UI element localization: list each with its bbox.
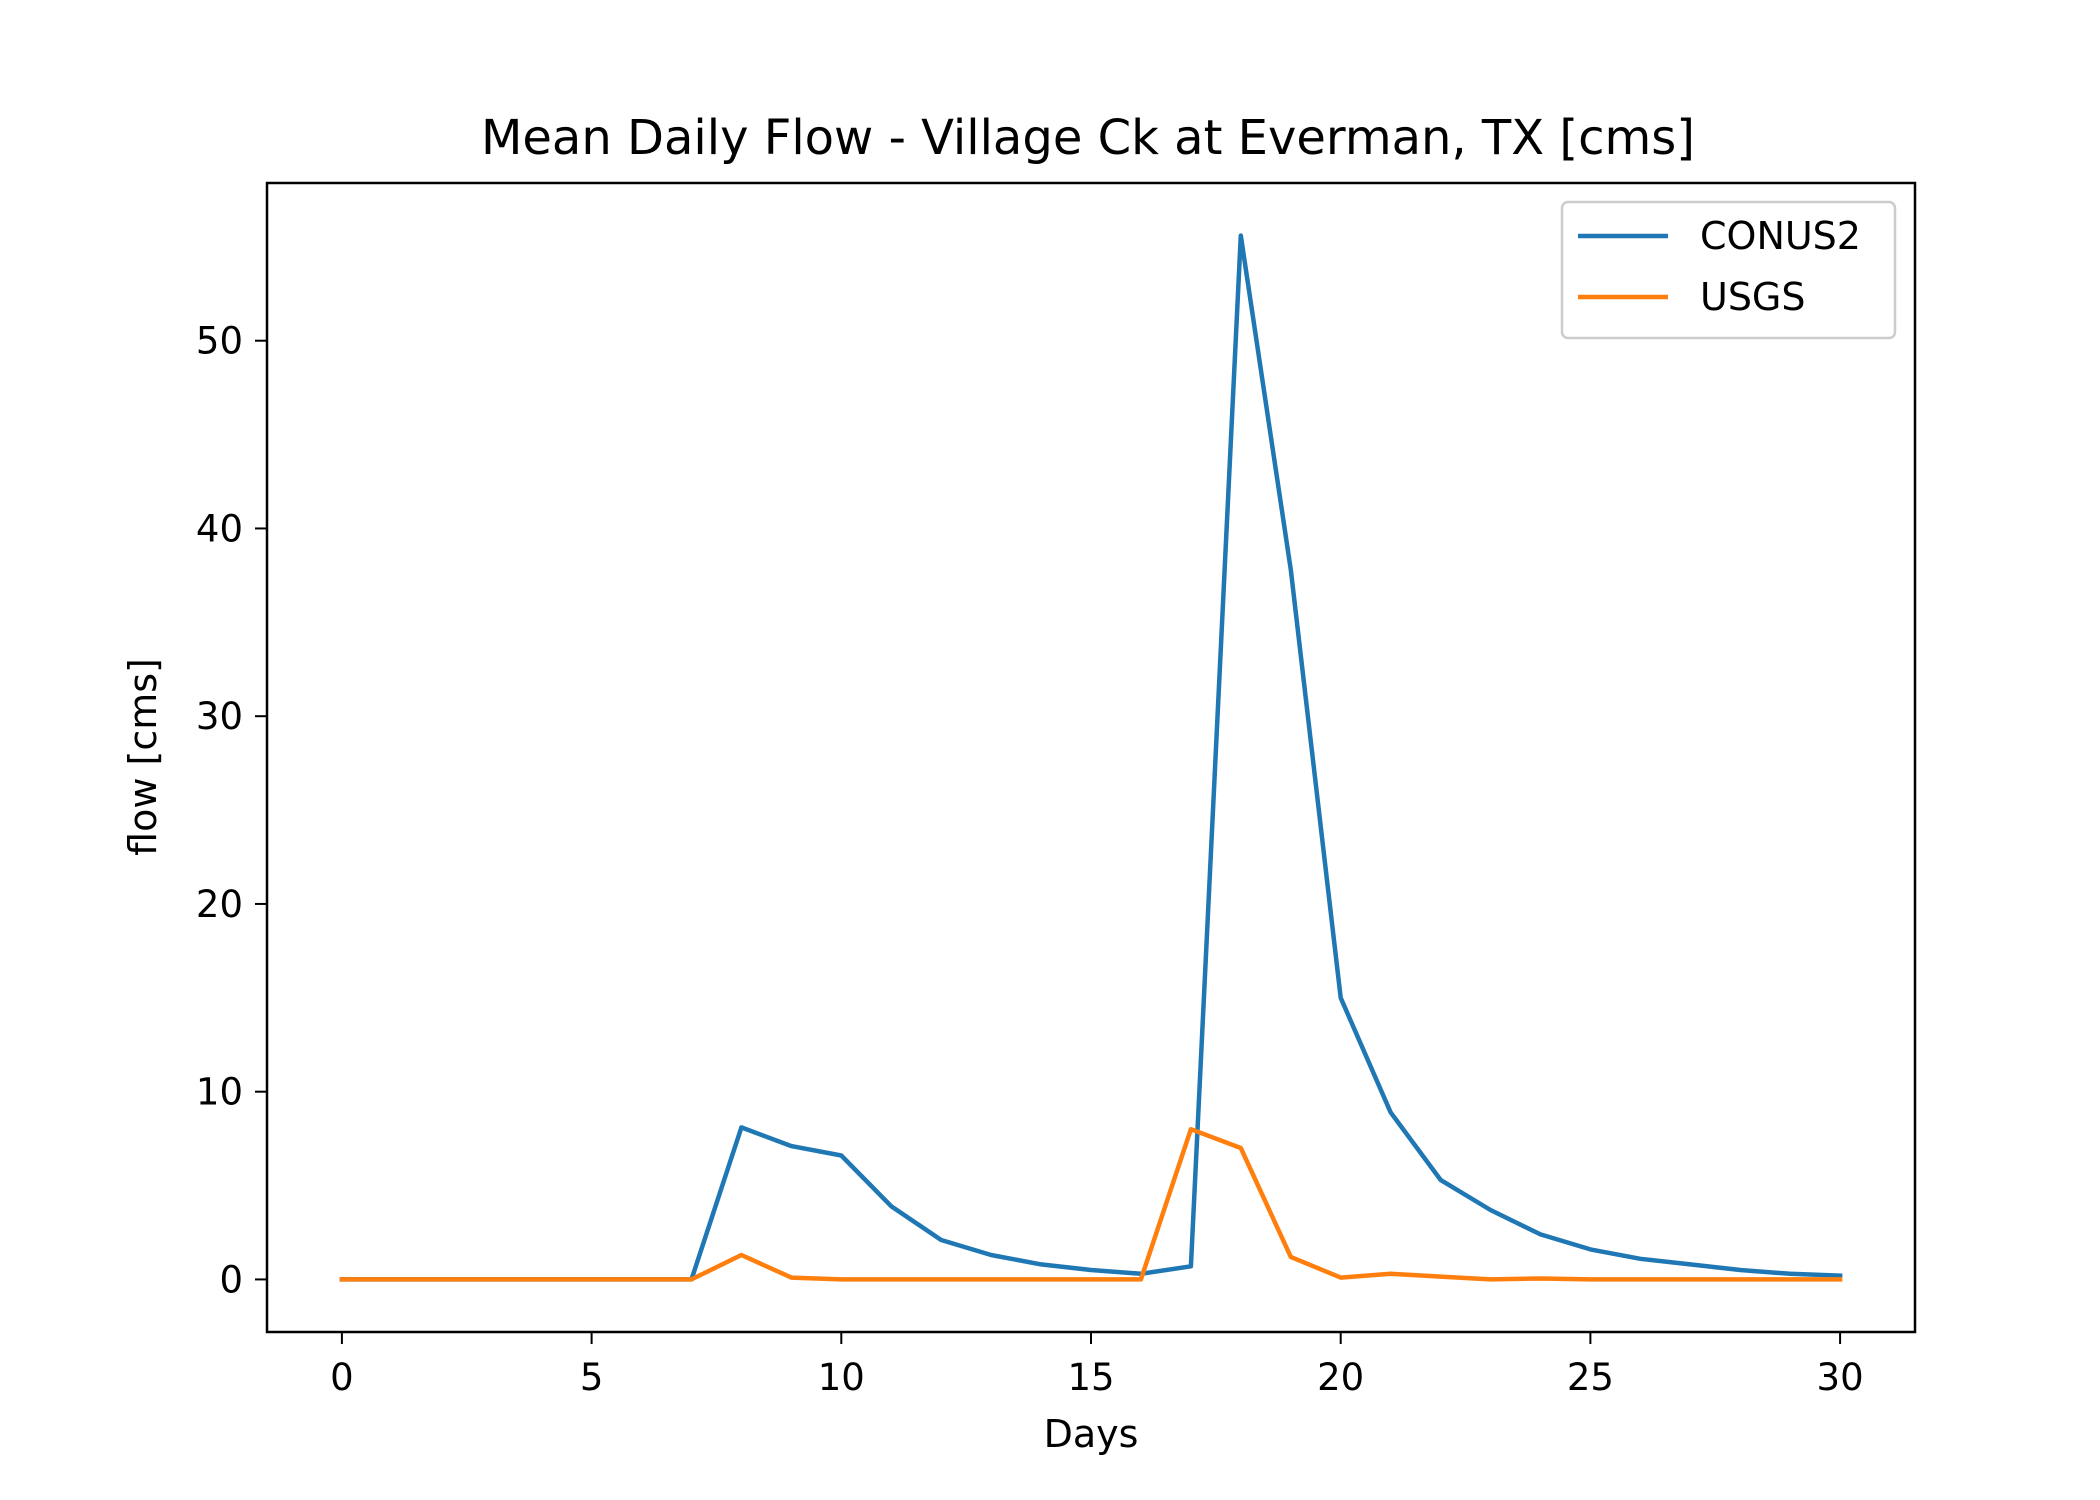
y-tick-label: 20 xyxy=(196,883,243,926)
y-tick-label: 0 xyxy=(219,1258,243,1301)
series-layer xyxy=(339,233,1843,1282)
y-tick-label: 40 xyxy=(196,507,243,550)
x-tick-label: 15 xyxy=(1067,1356,1114,1399)
y-tick-label: 10 xyxy=(196,1071,243,1114)
legend: CONUS2 USGS xyxy=(1560,200,1897,340)
x-tick-label: 10 xyxy=(818,1356,865,1399)
plot-frame xyxy=(265,181,1917,1334)
x-tick-label: 5 xyxy=(580,1356,604,1399)
series-line-usgs xyxy=(339,1126,1843,1282)
x-axis-label: Days xyxy=(1044,1412,1139,1456)
legend-label-usgs: USGS xyxy=(1700,275,1806,319)
x-tick-label: 25 xyxy=(1567,1356,1614,1399)
legend-label-conus2: CONUS2 xyxy=(1700,214,1861,258)
x-tick-label: 20 xyxy=(1317,1356,1364,1399)
chart-title: Mean Daily Flow - Village Ck at Everman,… xyxy=(481,110,1695,166)
x-tick-label: 0 xyxy=(330,1356,354,1399)
y-axis-label: flow [cms] xyxy=(121,658,165,856)
y-tick-label: 50 xyxy=(196,320,243,363)
x-tick-label: 30 xyxy=(1817,1356,1864,1399)
y-tick-label: 30 xyxy=(196,695,243,738)
axis-ticks: 0 5 10 15 20 25 30 0 10 20 30 40 50 xyxy=(196,320,1864,1399)
